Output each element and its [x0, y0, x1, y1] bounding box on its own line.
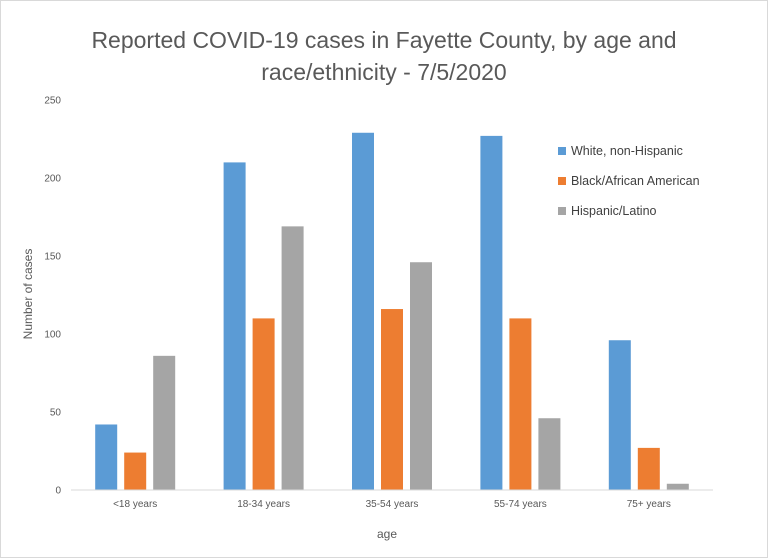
legend-label: White, non-Hispanic	[571, 144, 683, 158]
chart-title-line-2: race/ethnicity - 7/5/2020	[261, 59, 506, 85]
x-tick-label: 35-54 years	[366, 499, 419, 510]
bar-1-3	[352, 132, 374, 490]
y-tick-label: 50	[50, 408, 62, 419]
x-axis-ticks: <18 years 18-34 years 35-54 years 55-74 yea…	[113, 499, 671, 510]
bar-1-2	[223, 162, 246, 490]
y-tick-label: 100	[44, 330, 61, 341]
x-axis-title: age	[377, 527, 397, 541]
bar-1-1	[95, 424, 118, 490]
legend: White, non-Hispanic Black/African America…	[558, 144, 700, 218]
y-tick-label: 0	[55, 486, 61, 497]
bar-2-4	[509, 318, 532, 490]
bar-1-5	[608, 340, 631, 490]
bar-3-1	[153, 355, 176, 490]
bar-2-1	[124, 452, 147, 490]
bars	[95, 132, 689, 491]
bar-3-5	[666, 483, 689, 490]
legend-swatch	[558, 147, 566, 155]
bar-3-2	[281, 226, 304, 491]
bar-3-4	[538, 418, 561, 490]
y-axis-title: Number of cases	[21, 249, 35, 340]
x-tick-label: <18 years	[113, 499, 157, 510]
bar-2-2	[252, 318, 275, 490]
y-tick-label: 150	[44, 252, 61, 263]
bar-2-5	[637, 447, 660, 490]
y-axis-ticks: 0 50 100 150 200 250	[44, 96, 61, 497]
bar-1-4	[480, 135, 503, 490]
legend-label: Hispanic/Latino	[571, 204, 657, 218]
legend-swatch	[558, 207, 566, 215]
bar-3-3	[410, 262, 432, 490]
chart-title-line-1: Reported COVID-19 cases in Fayette Count…	[91, 27, 676, 53]
y-tick-label: 200	[44, 174, 61, 185]
bar-2-3	[381, 309, 403, 490]
x-tick-label: 75+ years	[627, 499, 671, 510]
x-tick-label: 18-34 years	[237, 499, 290, 510]
legend-label: Black/African American	[571, 174, 700, 188]
legend-swatch	[558, 177, 566, 185]
y-tick-label: 250	[44, 96, 61, 107]
x-tick-label: 55-74 years	[494, 499, 547, 510]
